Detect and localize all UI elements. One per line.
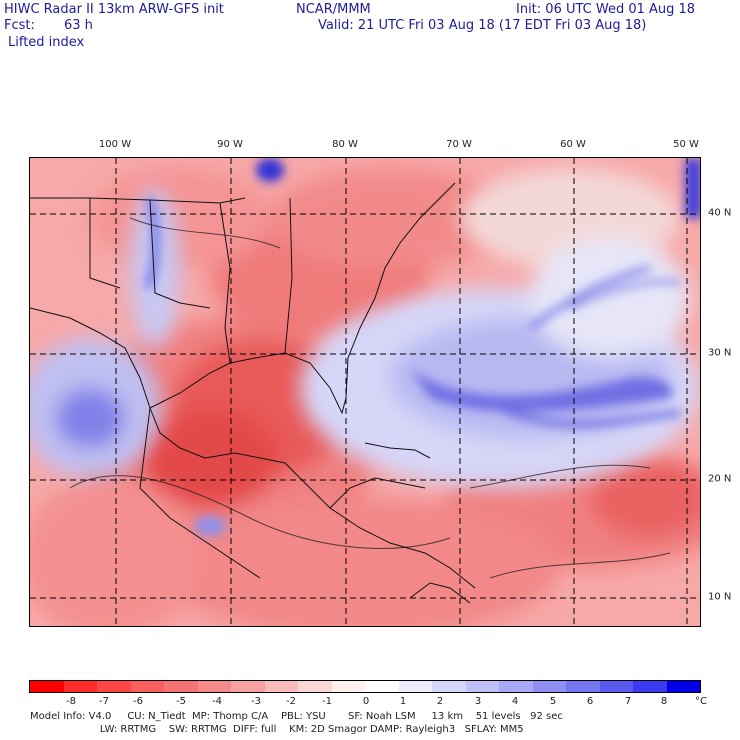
colorbar-label: -2 — [286, 696, 296, 707]
colorbar-unit: °C — [695, 696, 707, 707]
model-info-line-2: LW: RRTMG SW: RRTMG DIFF: full KM: 2D Sm… — [30, 724, 524, 735]
colorbar-swatch — [666, 681, 700, 692]
colorbar-swatch — [633, 681, 667, 692]
lat-label-40n: 40 N — [708, 207, 732, 219]
colorbar-swatch — [465, 681, 499, 692]
colorbar-swatch — [298, 681, 332, 692]
map-title: HIWC Radar II 13km ARW-GFS init — [4, 2, 224, 17]
cool-bands — [144, 158, 700, 536]
init-time: Init: 06 UTC Wed 01 Aug 18 — [516, 2, 696, 17]
forecast-label: Fcst: — [4, 18, 35, 33]
colorbar-label: -1 — [322, 696, 332, 707]
colorbar-swatch — [63, 681, 97, 692]
lon-label-60w: 60 W — [560, 139, 586, 150]
colorbar-swatch — [264, 681, 298, 692]
colorbar-label: 6 — [586, 696, 594, 707]
lon-label-50w: 50 W — [673, 139, 699, 150]
colorbar-swatch — [566, 681, 600, 692]
colorbar-label: -3 — [251, 696, 261, 707]
lifted-index-map — [29, 157, 701, 627]
lon-label-70w: 70 W — [446, 139, 472, 150]
colorbar-label: -4 — [212, 696, 222, 707]
colorbar-swatch — [499, 681, 533, 692]
colorbar-swatch — [331, 681, 365, 692]
colorbar-label: -8 — [66, 696, 76, 707]
colorbar-label: -6 — [133, 696, 143, 707]
colorbar-swatch — [97, 681, 131, 692]
colorbar-label: 8 — [660, 696, 668, 707]
lat-lon-grid — [30, 158, 700, 626]
colorbar-label: 1 — [399, 696, 407, 707]
colorbar-label: 2 — [436, 696, 444, 707]
colorbar-swatch — [365, 681, 399, 692]
colorbar-swatch — [599, 681, 633, 692]
organization-label: NCAR/MMM — [296, 2, 371, 17]
valid-time: Valid: 21 UTC Fri 03 Aug 18 (17 EDT Fri … — [318, 18, 647, 33]
forecast-hour: 63 h — [64, 18, 93, 33]
colorbar-label: 7 — [624, 696, 632, 707]
field-name: Lifted index — [8, 35, 85, 50]
colorbar-swatch — [164, 681, 198, 692]
lat-label-10n: 10 N — [708, 591, 732, 603]
coastlines — [30, 182, 476, 604]
colorbar-label: 3 — [474, 696, 482, 707]
colorbar-swatch — [30, 681, 64, 692]
lon-label-90w: 90 W — [217, 139, 243, 150]
colorbar — [29, 680, 701, 693]
colorbar-swatch — [231, 681, 265, 692]
model-info-line-1: Model Info: V4.0 CU: N_Tiedt MP: Thomp C… — [30, 711, 563, 722]
colorbar-label: 4 — [511, 696, 519, 707]
lon-label-100w: 100 W — [98, 139, 132, 150]
colorbar-swatch — [398, 681, 432, 692]
colorbar-label: 5 — [549, 696, 557, 707]
colorbar-swatch — [130, 681, 164, 692]
lat-label-30n: 30 N — [708, 347, 732, 359]
colorbar-label: -5 — [176, 696, 186, 707]
colorbar-swatch — [432, 681, 466, 692]
colorbar-label: 0 — [362, 696, 370, 707]
lat-label-20n: 20 N — [708, 473, 732, 485]
colorbar-swatch — [532, 681, 566, 692]
colorbar-swatch — [197, 681, 231, 692]
colorbar-label: -7 — [99, 696, 109, 707]
lon-label-80w: 80 W — [332, 139, 358, 150]
contour-lines — [69, 217, 671, 579]
map-canvas — [30, 158, 700, 626]
